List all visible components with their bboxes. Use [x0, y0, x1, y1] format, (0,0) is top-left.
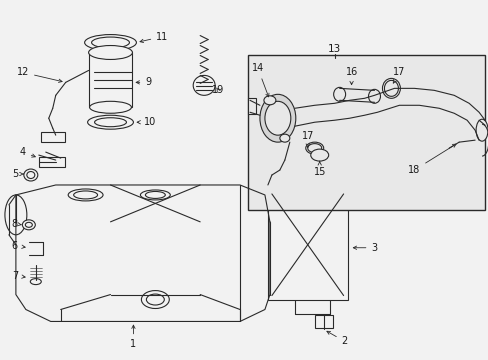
Text: 3: 3 — [353, 243, 377, 253]
Ellipse shape — [193, 75, 215, 95]
Ellipse shape — [74, 191, 98, 199]
Ellipse shape — [140, 190, 170, 200]
Ellipse shape — [368, 89, 380, 103]
Ellipse shape — [475, 119, 487, 141]
Bar — [39, 157, 64, 167]
Ellipse shape — [260, 94, 295, 142]
Ellipse shape — [68, 189, 103, 201]
Ellipse shape — [333, 87, 345, 101]
Ellipse shape — [5, 195, 27, 235]
Text: 5: 5 — [12, 169, 23, 179]
Text: 1: 1 — [130, 325, 136, 349]
Text: 9: 9 — [136, 77, 151, 87]
Bar — [41, 132, 64, 142]
Text: 13: 13 — [327, 44, 341, 54]
Ellipse shape — [279, 134, 289, 142]
Ellipse shape — [264, 96, 275, 105]
Ellipse shape — [145, 192, 165, 198]
Ellipse shape — [87, 115, 133, 129]
Bar — [314, 315, 332, 328]
Ellipse shape — [88, 45, 132, 59]
Ellipse shape — [310, 149, 328, 161]
Text: 15: 15 — [313, 161, 325, 177]
Ellipse shape — [382, 78, 400, 98]
Ellipse shape — [141, 291, 169, 309]
Text: 17: 17 — [301, 131, 313, 147]
Text: 19: 19 — [211, 85, 224, 95]
Ellipse shape — [22, 220, 35, 230]
Text: 4: 4 — [20, 147, 35, 157]
Ellipse shape — [84, 35, 136, 50]
Text: 16: 16 — [345, 67, 357, 85]
Text: 18: 18 — [407, 144, 455, 175]
Text: 17: 17 — [392, 67, 405, 83]
Text: 2: 2 — [326, 331, 347, 346]
Ellipse shape — [264, 101, 290, 135]
Text: 7: 7 — [12, 271, 25, 281]
Bar — [247, 98, 255, 114]
Text: 14: 14 — [251, 63, 268, 97]
Ellipse shape — [89, 101, 131, 113]
Text: 8: 8 — [12, 219, 21, 229]
Ellipse shape — [24, 169, 38, 181]
Text: 12: 12 — [17, 67, 62, 82]
Ellipse shape — [91, 37, 129, 48]
Ellipse shape — [146, 294, 164, 305]
Text: 11: 11 — [140, 32, 168, 42]
Text: 6: 6 — [12, 241, 25, 251]
Ellipse shape — [30, 279, 41, 285]
Ellipse shape — [305, 142, 323, 154]
Bar — [267, 190, 347, 300]
Bar — [247, 55, 484, 210]
Text: 10: 10 — [137, 117, 156, 127]
Bar — [88, 53, 132, 107]
